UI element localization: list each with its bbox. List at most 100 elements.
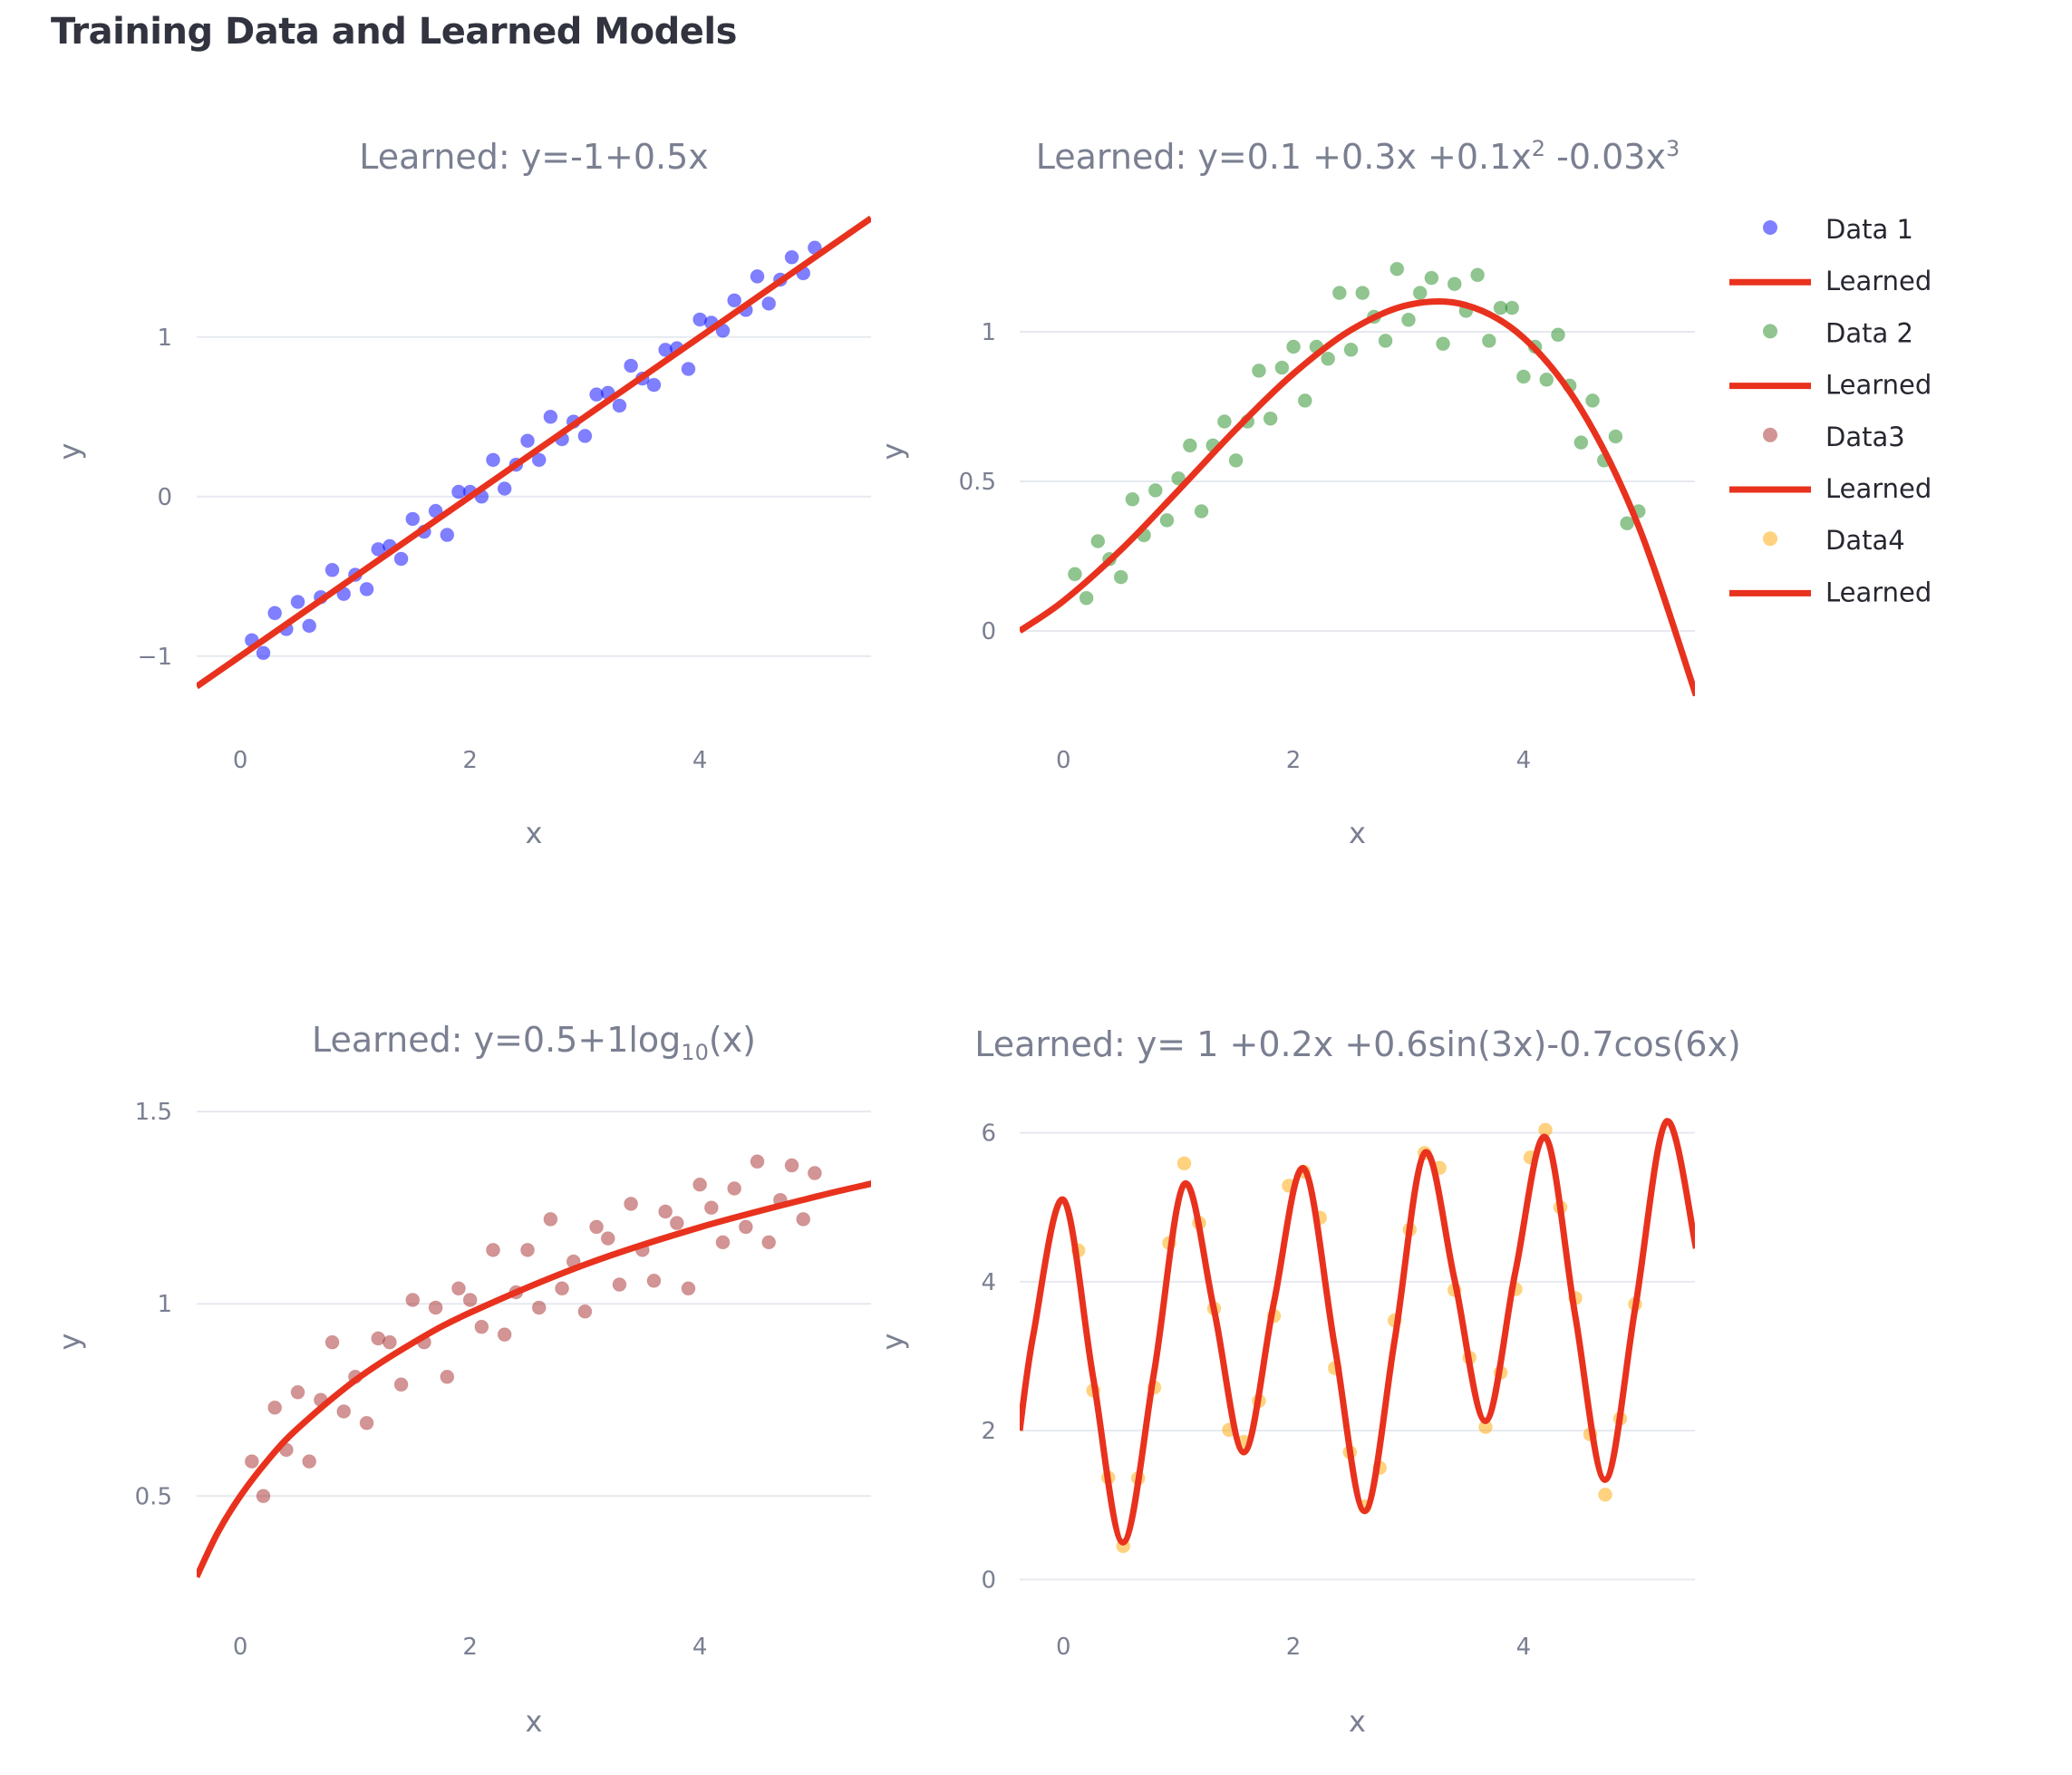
- data-point: [1331, 286, 1347, 301]
- legend-item[interactable]: Learned: [1729, 577, 1932, 607]
- legend-item[interactable]: Data3: [1763, 422, 1905, 452]
- x-tick-label: 0: [233, 1634, 248, 1661]
- data-point: [1297, 393, 1312, 408]
- y-axis-title: y: [53, 1334, 87, 1351]
- data-point: [359, 581, 374, 597]
- data-point: [761, 296, 777, 311]
- data-point: [1355, 286, 1370, 301]
- data-point: [543, 409, 558, 424]
- y-tick-label: 6: [981, 1120, 996, 1148]
- data-point: [1378, 333, 1393, 348]
- data-point: [1389, 261, 1405, 276]
- legend-item[interactable]: Data 1: [1763, 214, 1913, 245]
- legend-item[interactable]: Learned: [1729, 266, 1932, 296]
- data-point: [440, 1369, 455, 1384]
- data-point: [692, 1177, 708, 1192]
- panel-2-title: Learned: y=0.1 +0.3x +0.1x2 -0.03x3: [1036, 136, 1680, 177]
- data-point: [1539, 372, 1554, 387]
- learned-model-line: [197, 1180, 871, 1578]
- subplot-2: 0 0.5 1 0 2 4 x y: [876, 261, 1695, 850]
- legend-item[interactable]: Data 2: [1763, 317, 1913, 348]
- data-point: [681, 1281, 696, 1296]
- data-point: [784, 1158, 799, 1173]
- legend: Data 1 Learned Data 2 Learned Data3 Learned Da…: [1729, 214, 1932, 607]
- data-point: [393, 551, 409, 567]
- data-point: [1274, 360, 1290, 375]
- y-tick-label: 1: [157, 325, 172, 352]
- x-tick-label: 2: [1286, 1634, 1302, 1661]
- data-point: [807, 1166, 822, 1181]
- x-tick-label: 0: [1056, 747, 1071, 774]
- data-point: [1113, 569, 1128, 585]
- x-tick-label: 2: [462, 1634, 478, 1661]
- data-point: [784, 249, 799, 265]
- data-point: [612, 398, 627, 413]
- x-axis-title: x: [526, 1704, 543, 1739]
- data-point: [1321, 351, 1336, 366]
- x-tick-label: 4: [1516, 1634, 1532, 1661]
- data-point: [715, 1235, 731, 1250]
- data-point: [497, 481, 512, 497]
- data-point: [462, 1292, 478, 1307]
- y-tick-label: 0.5: [959, 469, 996, 496]
- data-point: [1598, 1487, 1613, 1502]
- panel-3-title: Learned: y=0.5+1log10(x): [312, 1020, 756, 1065]
- y-axis-title: y: [876, 1334, 910, 1351]
- data-point: [267, 606, 283, 621]
- data-point: [290, 1384, 305, 1400]
- data-point: [1286, 339, 1302, 354]
- data-point: [646, 377, 662, 393]
- data-point: [1125, 491, 1140, 507]
- data-point: [1436, 336, 1451, 352]
- panel-1-title: Learned: y=-1+0.5x: [359, 137, 709, 177]
- data-point: [1343, 342, 1359, 357]
- data-point: [1470, 267, 1486, 283]
- legend-label: Data4: [1825, 525, 1905, 556]
- data-point: [1216, 414, 1232, 429]
- data-point: [486, 452, 501, 468]
- y-tick-label: 1: [157, 1291, 172, 1318]
- data-point: [1171, 470, 1186, 486]
- data-point: [589, 1219, 605, 1235]
- legend-item[interactable]: Learned: [1729, 370, 1932, 401]
- x-axis-title: x: [1349, 816, 1366, 850]
- data-point: [1550, 327, 1565, 343]
- legend-marker-icon: [1763, 324, 1777, 339]
- data-point: [302, 618, 317, 634]
- y-tick-label: 1.5: [135, 1099, 172, 1126]
- data-point: [1573, 435, 1589, 451]
- data-point: [324, 562, 340, 577]
- data-point: [1263, 411, 1278, 426]
- learned-model-line: [1020, 1118, 1695, 1546]
- data-point: [577, 1304, 593, 1319]
- data-point: [497, 1327, 512, 1343]
- data-point: [543, 1211, 558, 1227]
- data-point: [1620, 516, 1635, 531]
- data-point: [750, 1154, 765, 1169]
- data-point: [267, 1400, 283, 1415]
- legend-marker-icon: [1763, 220, 1777, 235]
- data-point: [405, 1292, 421, 1307]
- data-point: [302, 1454, 317, 1469]
- data-point: [244, 1454, 259, 1469]
- legend-label: Data3: [1825, 422, 1905, 452]
- y-axis-title: y: [53, 443, 87, 461]
- data-point: [1228, 452, 1244, 468]
- data-point: [428, 1300, 443, 1315]
- data-point: [531, 1300, 547, 1315]
- data-point: [1182, 438, 1197, 453]
- y-tick-label: 0.5: [135, 1483, 172, 1510]
- legend-item[interactable]: Data4: [1763, 525, 1905, 556]
- legend-marker-icon: [1763, 531, 1777, 547]
- legend-label: Learned: [1825, 577, 1932, 607]
- learned-model-line: [1020, 297, 1695, 696]
- x-tick-label: 2: [462, 747, 478, 774]
- scatter-series-data3: [244, 1154, 822, 1504]
- data-point: [405, 511, 421, 527]
- data-point: [324, 1334, 340, 1350]
- data-point: [600, 1231, 615, 1246]
- data-point: [1505, 300, 1520, 315]
- data-point: [531, 452, 547, 468]
- data-point: [520, 433, 536, 449]
- legend-item[interactable]: Learned: [1729, 473, 1932, 504]
